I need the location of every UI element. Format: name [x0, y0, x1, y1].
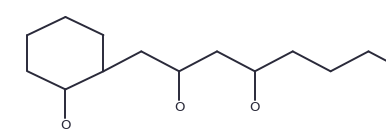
- Text: O: O: [60, 119, 71, 132]
- Text: O: O: [174, 101, 185, 114]
- Text: O: O: [250, 101, 260, 114]
